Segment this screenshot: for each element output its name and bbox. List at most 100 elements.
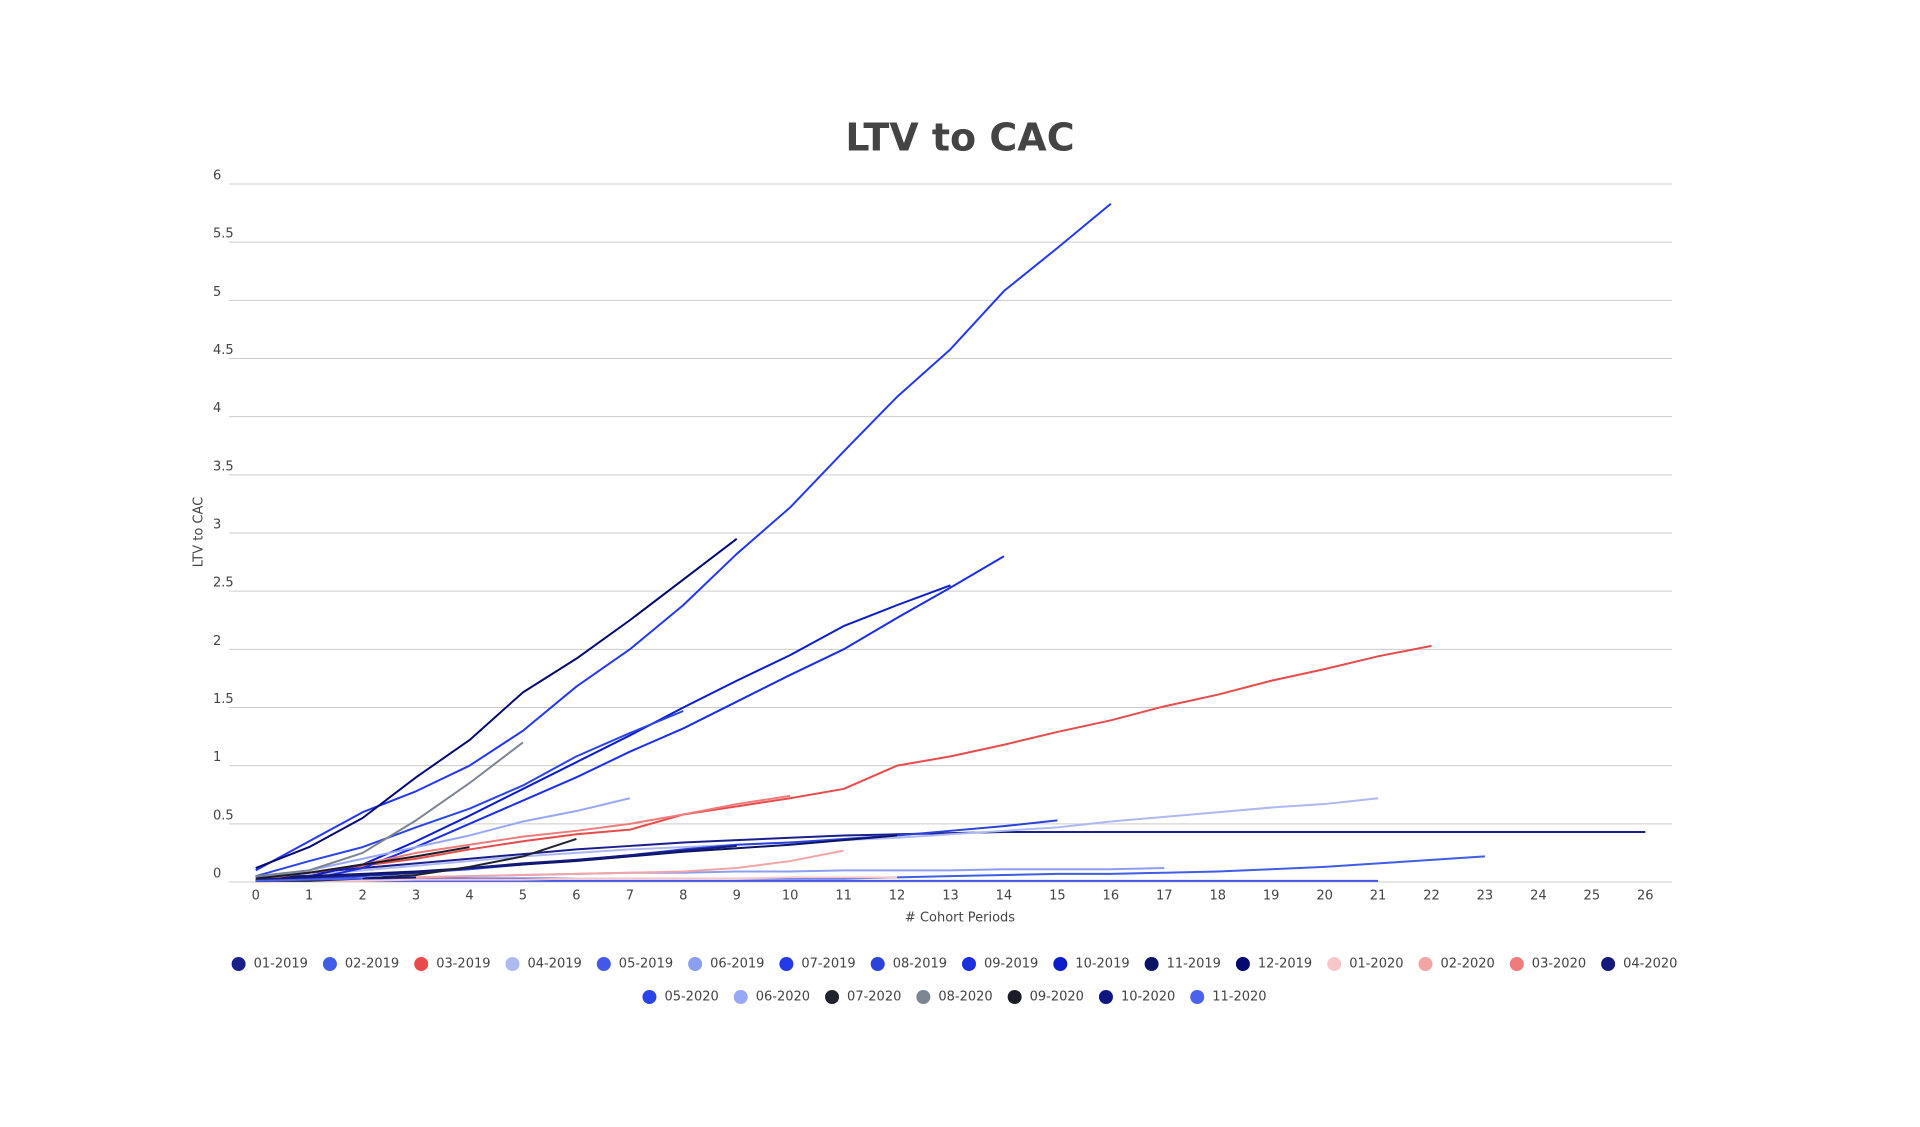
legend-swatch [642,990,657,1004]
y-tick-label: 0.5 [213,808,234,823]
legend-label: 08-2019 [893,957,947,972]
y-tick-label: 3 [213,518,221,533]
legend-label: 01-2020 [1349,957,1403,972]
x-tick-label: 12 [889,889,906,904]
x-tick-label: 21 [1370,889,1387,904]
series-line [255,797,631,880]
x-tick-label: 16 [1103,889,1120,904]
legend-label: 12-2019 [1258,957,1312,972]
x-axis-title: # Cohort Periods [905,911,1015,926]
series-line [255,877,363,882]
legend-swatch [825,990,840,1004]
legend-label: 01-2019 [254,957,308,972]
legend-label: 10-2020 [1121,990,1175,1005]
legend-swatch [916,990,931,1004]
x-tick-label: 9 [733,889,741,904]
series-line [255,838,577,882]
legend-swatch [1418,957,1433,971]
x-tick-label: 24 [1530,889,1547,904]
legend-label: 04-2020 [1623,957,1677,972]
x-tick-label: 18 [1209,889,1226,904]
x-tick-label: 22 [1423,889,1440,904]
legend-label: 05-2020 [664,990,718,1005]
legend-swatch [688,957,703,971]
legend-swatch [1509,957,1524,971]
legend-swatch [1053,957,1068,971]
x-tick-label: 19 [1263,889,1280,904]
legend-label: 11-2020 [1212,990,1266,1005]
y-tick-label: 3.5 [213,459,234,474]
y-tick-label: 2 [213,634,221,649]
x-tick-label: 7 [626,889,634,904]
legend-swatch [596,957,611,971]
series-line [255,538,738,869]
x-tick-label: 4 [465,889,473,904]
series-line [255,830,1646,878]
x-tick-label: 26 [1637,889,1654,904]
legend-label: 05-2019 [619,957,673,972]
y-tick-label: 5 [213,285,221,300]
x-tick-label: 15 [1049,889,1066,904]
series-line [255,876,898,883]
series-line [255,555,1005,881]
x-tick-label: 20 [1316,889,1333,904]
x-tick-label: 6 [572,889,580,904]
x-tick-label: 3 [412,889,420,904]
y-tick-label: 6 [213,169,221,184]
legend-swatch [1190,990,1205,1004]
series-line [255,741,524,878]
series-line [255,794,791,881]
y-tick-label: 1.5 [213,692,234,707]
legend-swatch [1098,990,1113,1004]
legend-swatch [505,957,520,971]
legend-label: 06-2020 [756,990,810,1005]
legend-label: 10-2019 [1075,957,1129,972]
y-tick-label: 0 [213,867,221,882]
x-tick-label: 23 [1477,889,1494,904]
legend-swatch [733,990,748,1004]
x-tick-label: 2 [358,889,366,904]
series-line [255,710,684,878]
legend-label: 06-2019 [710,957,764,972]
legend-swatch [870,957,885,971]
series-line [255,844,737,881]
series-line [255,834,898,880]
x-tick-label: 5 [519,889,527,904]
series-line [255,584,951,878]
chart-title: LTV to CAC [845,116,1074,160]
legend-swatch [779,957,794,971]
x-tick-label: 10 [782,889,799,904]
y-axis-title: LTV to CAC [192,497,207,567]
x-tick-label: 1 [305,889,313,904]
legend-label: 07-2019 [801,957,855,972]
x-tick-label: 25 [1584,889,1601,904]
x-tick-label: 8 [679,889,687,904]
legend-label: 09-2020 [1030,990,1084,1005]
legend-label: 09-2019 [984,957,1038,972]
legend-label: 08-2020 [938,990,992,1005]
x-tick-label: 11 [835,889,852,904]
y-tick-label: 5.5 [213,227,234,242]
legend-label: 11-2019 [1167,957,1221,972]
legend-swatch [1327,957,1342,971]
x-tick-label: 13 [942,889,959,904]
legend-label: 02-2019 [345,957,399,972]
y-tick-label: 4 [213,401,221,416]
legend-swatch [1601,957,1616,971]
legend-swatch [231,957,246,971]
legend-swatch [1235,957,1250,971]
x-tick-label: 14 [996,889,1013,904]
legend-swatch [414,957,429,971]
legend-swatch [962,957,976,971]
y-tick-label: 1 [213,750,221,765]
legend-label: 02-2020 [1441,957,1495,972]
series-line [255,644,1432,880]
series-line [255,203,1112,872]
legend-swatch [1144,957,1159,971]
x-tick-label: 17 [1156,889,1173,904]
x-tick-label: 0 [252,889,260,904]
series-line [255,846,470,880]
y-tick-label: 4.5 [213,343,234,358]
